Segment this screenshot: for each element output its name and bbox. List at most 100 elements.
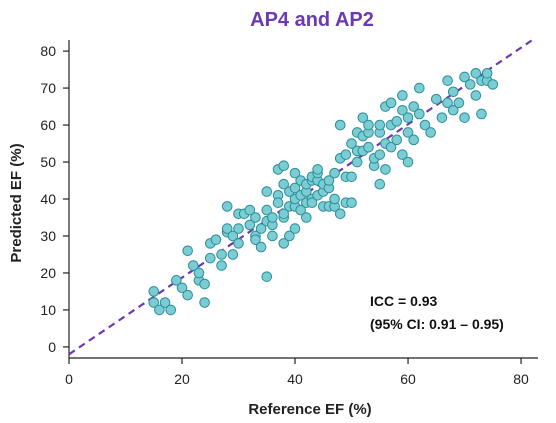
data-point [481, 67, 493, 79]
y-tick-label: 50 [40, 154, 56, 170]
data-point [442, 97, 453, 109]
y-tick-label: 20 [40, 265, 56, 281]
data-point [357, 112, 369, 123]
data-point [221, 223, 233, 234]
data-point [374, 119, 386, 131]
y-tick-label: 0 [48, 339, 56, 355]
ci-annotation: (95% CI: 0.91 – 0.95) [370, 316, 504, 332]
data-point [323, 175, 335, 186]
data-point [346, 171, 357, 183]
x-tick-label: 20 [174, 371, 190, 387]
data-point [470, 67, 482, 79]
y-tick-label: 30 [40, 228, 56, 244]
data-point [391, 116, 403, 127]
data-point [244, 204, 256, 216]
y-tick-label: 60 [40, 117, 56, 133]
data-point [148, 286, 160, 297]
data-point [385, 141, 397, 153]
data-point [453, 97, 465, 109]
y-tick-label: 70 [40, 80, 56, 96]
data-point [182, 245, 193, 257]
data-point [267, 230, 278, 242]
data-point [261, 186, 273, 197]
data-point [340, 149, 352, 160]
data-point [165, 304, 177, 316]
data-point [244, 219, 256, 231]
data-point [470, 90, 482, 101]
data-point [397, 104, 408, 116]
data-point [221, 201, 233, 212]
data-point [204, 252, 216, 264]
data-point [227, 249, 239, 260]
data-point [334, 119, 346, 131]
data-point [408, 134, 419, 146]
data-point [278, 208, 290, 220]
data-point [289, 167, 301, 179]
data-point [397, 90, 408, 101]
data-point [267, 212, 278, 223]
data-point [374, 149, 386, 160]
data-point [159, 297, 171, 308]
data-point [329, 167, 340, 179]
chart-title: AP4 and AP2 [250, 9, 374, 31]
data-point [193, 267, 205, 279]
axes: 0 20 40 60 80 0 10 20 30 40 50 60 70 80 [40, 40, 538, 387]
data-point [261, 204, 273, 216]
data-point [216, 249, 227, 260]
data-point [199, 278, 210, 290]
data-point [476, 108, 487, 120]
data-point [380, 164, 391, 175]
data-point [255, 241, 267, 253]
data-point [459, 112, 470, 123]
data-point [419, 119, 431, 131]
data-point [182, 289, 193, 301]
data-point [408, 101, 419, 112]
data-point [385, 97, 397, 109]
x-tick-label: 60 [400, 371, 416, 387]
data-point [363, 119, 374, 131]
x-tick-label: 80 [513, 371, 529, 387]
y-axis-label: Predicted EF (%) [8, 143, 25, 262]
data-point [199, 297, 210, 308]
y-tick-label: 10 [40, 302, 56, 318]
data-point [447, 86, 459, 98]
data-point [210, 234, 222, 245]
data-point [414, 108, 425, 120]
data-point [402, 127, 414, 138]
data-point [464, 79, 476, 90]
y-tick-label: 80 [40, 43, 56, 59]
x-tick-label: 40 [287, 371, 303, 387]
data-point [312, 164, 323, 175]
data-point [233, 223, 244, 234]
x-axis-label: Reference EF (%) [248, 401, 371, 418]
data-point [391, 134, 403, 146]
data-point [301, 212, 312, 223]
data-point [397, 149, 408, 160]
y-tick-label: 40 [40, 191, 56, 207]
data-point [374, 178, 386, 190]
data-point [402, 156, 414, 168]
icc-annotation: ICC = 0.93 [370, 293, 438, 309]
data-point [442, 75, 453, 86]
data-point [351, 156, 363, 168]
data-point [487, 79, 499, 90]
x-tick-label: 0 [65, 371, 73, 387]
data-point [278, 178, 290, 190]
data-point [278, 238, 290, 249]
data-point [278, 160, 290, 172]
data-point [176, 282, 188, 294]
data-point [414, 82, 425, 94]
data-points [148, 67, 499, 316]
data-point [334, 208, 346, 220]
data-point [188, 260, 199, 271]
data-point [346, 138, 357, 149]
data-point [430, 93, 442, 105]
data-point [447, 104, 459, 116]
data-point [250, 212, 261, 223]
data-point [148, 297, 160, 308]
data-point [255, 223, 267, 234]
data-point [402, 112, 414, 123]
data-point [306, 197, 318, 208]
data-point [289, 182, 301, 194]
